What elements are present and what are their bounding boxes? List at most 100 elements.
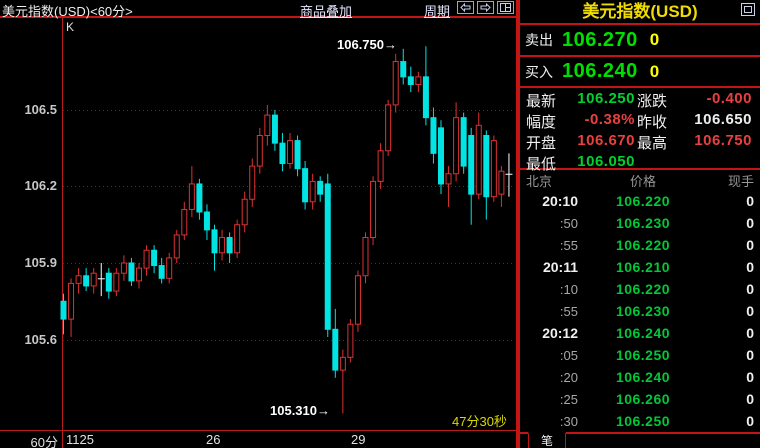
- candle-countdown: 47分30秒: [452, 414, 507, 429]
- tape-price: 106.260: [615, 391, 671, 407]
- stat-label: 开盘: [526, 135, 557, 152]
- sell-qty: 0: [649, 30, 660, 49]
- quote-title-row: 美元指数(USD): [520, 0, 760, 25]
- sell-price: 106.270: [562, 28, 638, 51]
- tape-row: :55 106.220 0: [520, 234, 760, 256]
- chart-titlebar: 美元指数(USD)<60分> 商品叠加 周期: [0, 0, 516, 19]
- buy-label: 买入: [525, 63, 553, 80]
- candle-body-down: [211, 229, 218, 254]
- candle-body-up: [354, 275, 361, 325]
- tape-time: :10: [559, 281, 578, 297]
- candle-body-up: [249, 165, 256, 200]
- buy-qty: 0: [649, 61, 660, 81]
- candle-body-up: [166, 257, 173, 279]
- tape-row: :30 106.250 0: [520, 410, 760, 432]
- candle-body-up: [143, 249, 150, 269]
- stat-value: 106.670: [577, 132, 635, 149]
- overlay-button[interactable]: 商品叠加: [300, 4, 353, 19]
- candle-body-up: [241, 198, 248, 226]
- candle-body-down: [151, 249, 158, 267]
- tape-row: :55 106.230 0: [520, 300, 760, 322]
- stat-value: -0.400: [706, 90, 752, 107]
- candle-body-down: [83, 275, 90, 287]
- stat-label: 幅度: [526, 114, 557, 131]
- tape-row: :20 106.240 0: [520, 366, 760, 388]
- candle-body-down: [468, 135, 475, 195]
- candle-body-down: [430, 117, 437, 154]
- candle-body-down: [483, 135, 490, 198]
- candlestick-chart: [0, 17, 516, 448]
- candle-body-up: [181, 208, 188, 236]
- candle-body-down: [196, 183, 203, 213]
- split-window-button[interactable]: [497, 1, 514, 14]
- tape-header-vol: 现手: [727, 173, 754, 189]
- tape-time: :50: [559, 215, 578, 231]
- candle-body-down: [400, 61, 407, 78]
- tape-volume: 0: [746, 303, 754, 319]
- candle-body-up: [453, 117, 460, 175]
- tape-row: :25 106.260 0: [520, 388, 760, 410]
- tape-price: 106.250: [615, 413, 671, 429]
- split-window-icon: [500, 3, 511, 12]
- tape-header-time: 北京: [526, 173, 553, 189]
- y-axis-label: 105.6: [24, 331, 57, 347]
- chart-pane: 美元指数(USD)<60分> 商品叠加 周期 K: [0, 0, 518, 448]
- candle-body-up: [188, 183, 195, 210]
- candle-body-up: [90, 272, 97, 287]
- tape-price: 106.220: [615, 193, 671, 209]
- candle-body-up: [234, 224, 241, 254]
- period-button[interactable]: 周期: [424, 4, 451, 19]
- prev-chart-button[interactable]: [457, 1, 474, 14]
- tape-time: :25: [559, 391, 578, 407]
- period-label: 60分: [30, 435, 58, 448]
- quote-bottom-bar: 笔: [520, 432, 760, 448]
- candle-body-up: [68, 282, 75, 320]
- tape-row: 20:11 106.210 0: [520, 256, 760, 278]
- tape-row: :10 106.220 0: [520, 278, 760, 300]
- candle-body-up: [385, 104, 392, 152]
- candle-body-down: [271, 114, 278, 144]
- candle-body-down: [407, 76, 414, 85]
- y-axis-label: 106.2: [24, 177, 57, 193]
- k-label: K: [66, 20, 75, 34]
- candle-body-up: [136, 267, 142, 282]
- x-axis-label: 1125: [66, 432, 94, 447]
- stat-label: 昨收: [637, 114, 668, 131]
- next-chart-button[interactable]: [477, 1, 494, 14]
- candle-body-up: [347, 323, 354, 358]
- tape-price: 106.220: [615, 281, 671, 297]
- candle-body-up: [287, 140, 293, 165]
- stat-label: 最高: [637, 135, 668, 152]
- candle-body-down: [324, 183, 331, 330]
- sell-label: 卖出: [525, 32, 553, 48]
- buy-price: 106.240: [562, 60, 638, 82]
- candle-body-up: [498, 170, 505, 195]
- tape-time: :20: [559, 369, 578, 385]
- tape-volume: 0: [746, 347, 754, 363]
- tab-tick[interactable]: 笔: [528, 432, 566, 448]
- candle-body-down: [422, 76, 429, 119]
- candle-body-up: [120, 262, 127, 274]
- candle-body-up: [339, 356, 346, 371]
- high-annotation: 106.750→: [337, 37, 397, 52]
- candle-body-down: [460, 117, 467, 167]
- stat-label: 最低: [526, 156, 557, 173]
- tape-price: 106.230: [615, 215, 671, 231]
- y-axis-label: 106.5: [24, 101, 57, 117]
- tape-price: 106.240: [615, 325, 671, 341]
- tape-volume: 0: [746, 391, 754, 407]
- stat-value: -0.38%: [584, 111, 635, 128]
- tape-price: 106.210: [615, 259, 671, 275]
- candle-body-up: [415, 76, 422, 85]
- tape-list: 20:10 106.220 0:50 106.230 0:55 106.220 0 20:11…: [520, 190, 760, 432]
- buy-row: 买入 106.240 0: [520, 57, 760, 88]
- y-axis-label: 105.9: [24, 254, 57, 270]
- candle-body-up: [75, 275, 82, 284]
- stat-value: 106.750: [694, 132, 752, 149]
- tape-header: 北京 价格 现手: [520, 170, 760, 190]
- stat-label: 最新: [526, 93, 557, 110]
- tape-row: 20:12 106.240 0: [520, 322, 760, 344]
- candle-body-up: [362, 237, 369, 277]
- restore-window-icon[interactable]: [741, 3, 755, 16]
- candle-body-down: [302, 168, 309, 203]
